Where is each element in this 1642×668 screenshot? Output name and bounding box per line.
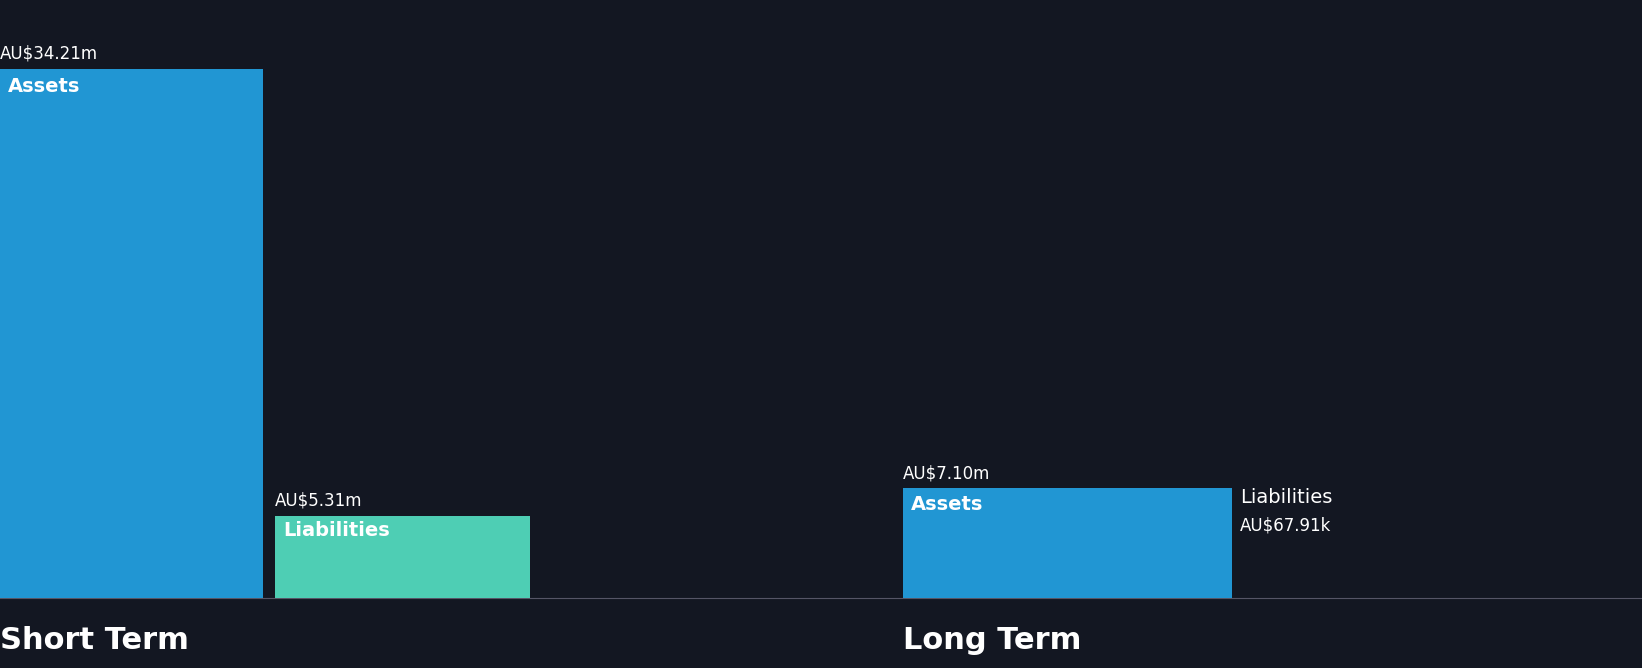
Bar xyxy=(0,69,263,599)
Text: AU$5.31m: AU$5.31m xyxy=(276,492,363,510)
Text: Liabilities: Liabilities xyxy=(282,521,391,540)
Text: Long Term: Long Term xyxy=(903,626,1082,655)
Bar xyxy=(903,488,1232,599)
Text: AU$7.10m: AU$7.10m xyxy=(903,464,990,482)
Text: AU$34.21m: AU$34.21m xyxy=(0,45,99,63)
Text: AU$67.91k: AU$67.91k xyxy=(1240,516,1332,534)
Text: Assets: Assets xyxy=(911,494,984,514)
Text: Liabilities: Liabilities xyxy=(1240,488,1332,508)
Bar xyxy=(276,516,529,599)
Text: Assets: Assets xyxy=(8,77,80,96)
Text: Short Term: Short Term xyxy=(0,626,189,655)
